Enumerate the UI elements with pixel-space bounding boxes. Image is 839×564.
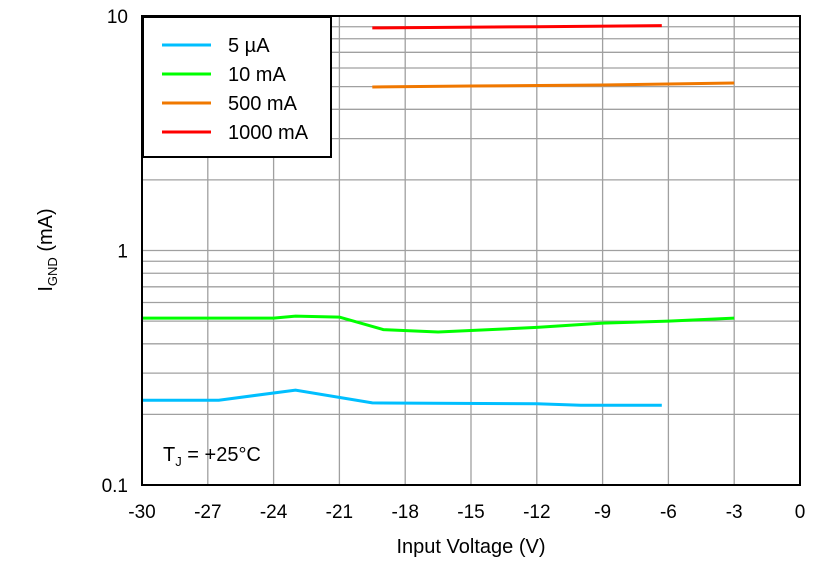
series-line-1 [142,314,735,334]
legend-box [142,16,332,158]
legend: 5 µA 10 mA 500 mA 1000 mA [142,16,332,158]
legend-label: 500 mA [228,93,298,115]
x-tick-label: -30 [128,502,155,523]
y-axis-label: IGND (mA) [35,208,60,291]
x-tick-labels: -30 -27 -24 -21 -18 -15 -12 -9 -6 -3 0 [128,502,805,523]
y-tick-labels: 0.1 1 10 [102,7,128,497]
plot-frame [141,15,801,486]
legend-label: 10 mA [228,64,286,86]
x-tick-label: -15 [457,502,484,523]
y-tick-label: 0.1 [102,476,128,497]
legend-label: 1000 mA [228,122,309,144]
x-tick-label: -9 [594,502,611,523]
x-axis-label: Input Voltage (V) [397,536,546,558]
x-tick-label: -12 [523,502,550,523]
y-tick-label: 10 [107,7,128,28]
x-tick-label: -21 [326,502,353,523]
series-line-2 [372,81,735,89]
series-line-0 [142,388,662,407]
x-tick-label: -27 [194,502,221,523]
x-tick-label: -18 [391,502,418,523]
series-lines [142,24,735,407]
legend-label: 5 µA [228,35,270,57]
x-tick-label: -6 [660,502,677,523]
x-tick-label: 0 [795,502,806,523]
x-tick-label: -3 [726,502,743,523]
x-tick-label: -24 [260,502,288,523]
temperature-annotation: TJ = +25°C [163,444,261,469]
series-line-3 [372,24,662,30]
y-tick-label: 1 [117,242,128,263]
